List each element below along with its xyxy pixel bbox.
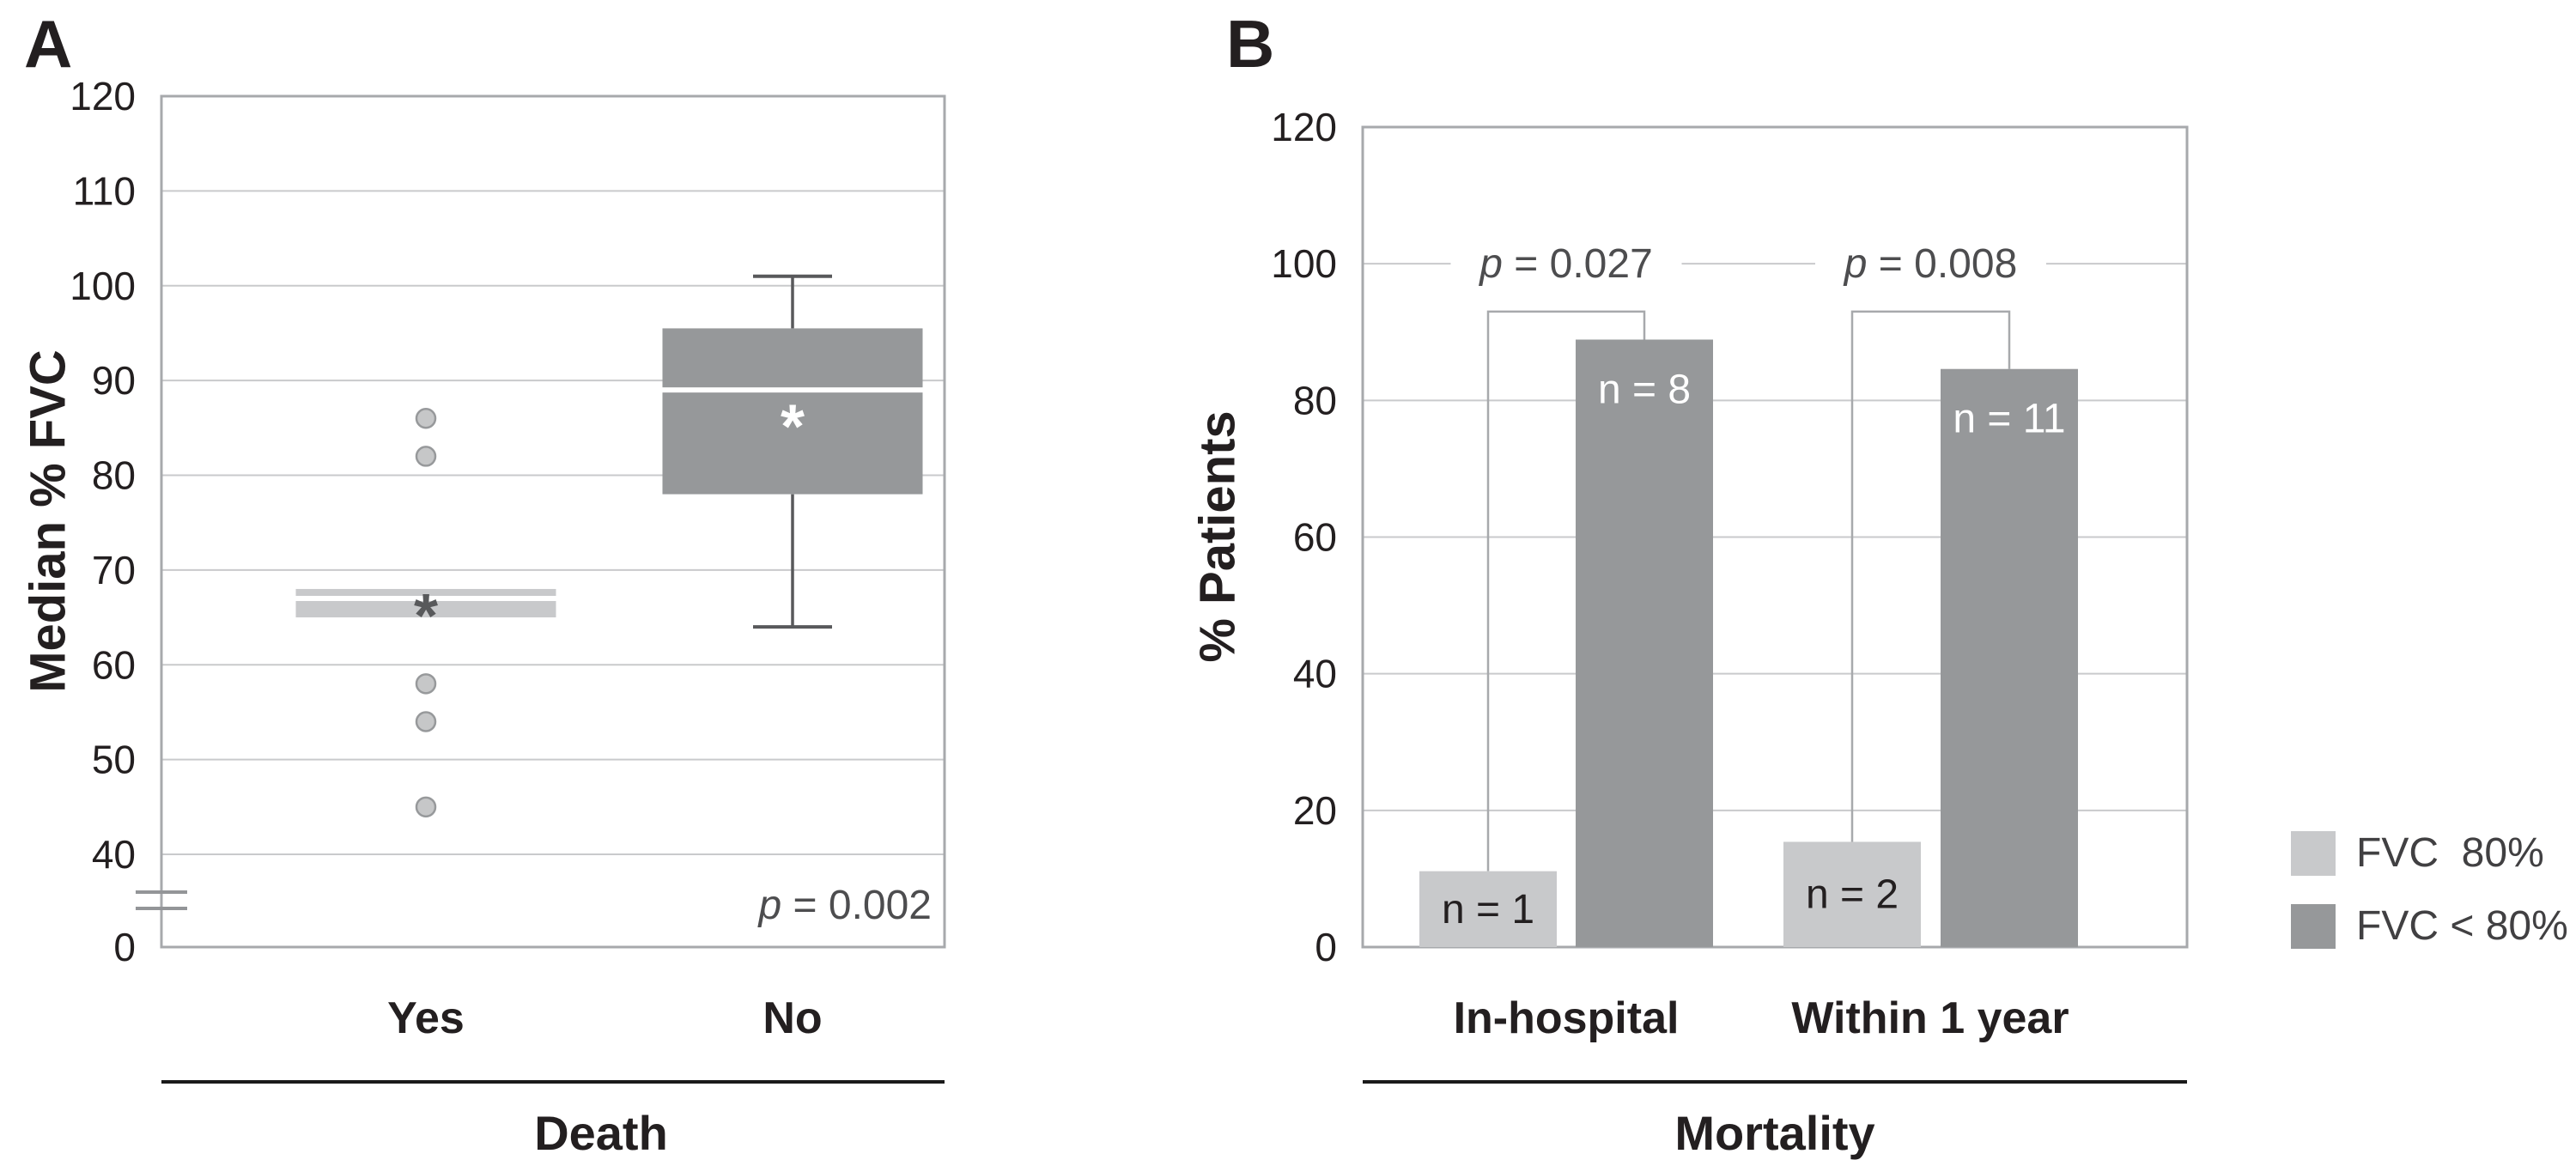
bar-count-label-In-hospital-fvc-ge-80: n = 1 (1442, 887, 1534, 932)
outlier-dot-Yes-86 (415, 408, 437, 429)
panel-a-x-axis-title: Death (534, 1106, 668, 1160)
mean-marker-Yes: * (414, 582, 438, 651)
bar-In-hospital-fvc-lt-80 (1576, 339, 1713, 948)
panel-a-label: A (24, 6, 73, 82)
panel-a-y-tick-0: 0 (113, 925, 136, 969)
median-line-No (662, 387, 923, 393)
legend-label-fvc-ge-80: FVC 80% (2356, 830, 2544, 876)
panel-a-x-axis-underline (161, 1080, 945, 1084)
panel-b-y-tick-80: 80 (1293, 378, 1337, 422)
panel-b-category-within-1-year: Within 1 year (1791, 993, 2069, 1043)
p-value-background-In-hospital (1450, 237, 1682, 291)
panel-b-y-tick-100: 100 (1271, 241, 1337, 286)
panel-b-y-tick-120: 120 (1271, 105, 1337, 149)
panel-b-category-in-hospital: In-hospital (1453, 993, 1680, 1043)
panel-a-y-tick-120: 120 (70, 74, 136, 118)
panel-a-y-tick-70: 70 (92, 548, 136, 592)
panel-a-category-no: No (762, 993, 823, 1043)
panel-a-y-tick-50: 50 (92, 738, 136, 782)
bar-count-label-In-hospital-fvc-lt-80: n = 8 (1598, 367, 1691, 413)
panel-a-y-tick-80: 80 (92, 453, 136, 498)
median-line-Yes (295, 595, 556, 601)
panel-b-x-axis-title: Mortality (1674, 1106, 1875, 1160)
panel-b-y-tick-0: 0 (1315, 925, 1337, 969)
outlier-dot-Yes-58 (415, 673, 437, 695)
outlier-dot-Yes-45 (415, 796, 437, 818)
p-value-background-Within 1 year (1815, 237, 2046, 291)
panel-a-y-tick-100: 100 (70, 264, 136, 308)
comparison-bracket-In-hospital (1486, 310, 1646, 872)
panel-a-y-axis-title: Median % FVC (20, 349, 76, 693)
panel-a-y-tick-40: 40 (92, 832, 136, 877)
bar-Within 1 year-fvc-ge-80 (1783, 841, 1921, 947)
panel-b-x-axis-underline (1363, 1080, 2187, 1084)
panel-a-y-tick-110: 110 (73, 168, 136, 213)
comparison-bracket-Within 1 year (1850, 310, 2011, 842)
legend-label-fvc-lt-80: FVC < 80% (2356, 903, 2568, 949)
bar-count-label-Within 1 year-fvc-ge-80: n = 2 (1806, 872, 1899, 918)
panel-b-y-tick-40: 40 (1293, 652, 1337, 696)
bar-In-hospital-fvc-ge-80 (1419, 871, 1557, 947)
p-value-annotation: p = 0.008 (1843, 241, 2018, 287)
bar-Within 1 year-fvc-lt-80 (1941, 368, 2078, 948)
p-value-annotation: p = 0.027 (1478, 241, 1653, 287)
outlier-dot-Yes-82 (415, 446, 437, 467)
box-Yes (295, 588, 556, 618)
legend-swatch-fvc-lt-80 (2291, 904, 2336, 949)
mean-marker-No: * (781, 392, 805, 461)
panel-b-y-tick-60: 60 (1293, 515, 1337, 560)
panel-b-y-axis-title: % Patients (1189, 410, 1246, 663)
legend-swatch-fvc-ge-80 (2291, 831, 2336, 876)
outlier-dot-Yes-54 (415, 711, 437, 732)
panel-b-plot-border (1361, 125, 2189, 949)
box-No (662, 328, 923, 495)
panel-a-y-tick-60: 60 (92, 642, 136, 687)
panel-b-y-tick-20: 20 (1293, 788, 1337, 833)
p-value-annotation: p = 0.002 (756, 883, 932, 928)
bar-count-label-Within 1 year-fvc-lt-80: n = 11 (1953, 397, 2065, 442)
panel-a-category-yes: Yes (387, 993, 465, 1043)
panel-b-label: B (1226, 6, 1275, 82)
panel-a-plot-border (160, 94, 946, 949)
panel-a-y-tick-90: 90 (92, 358, 136, 403)
